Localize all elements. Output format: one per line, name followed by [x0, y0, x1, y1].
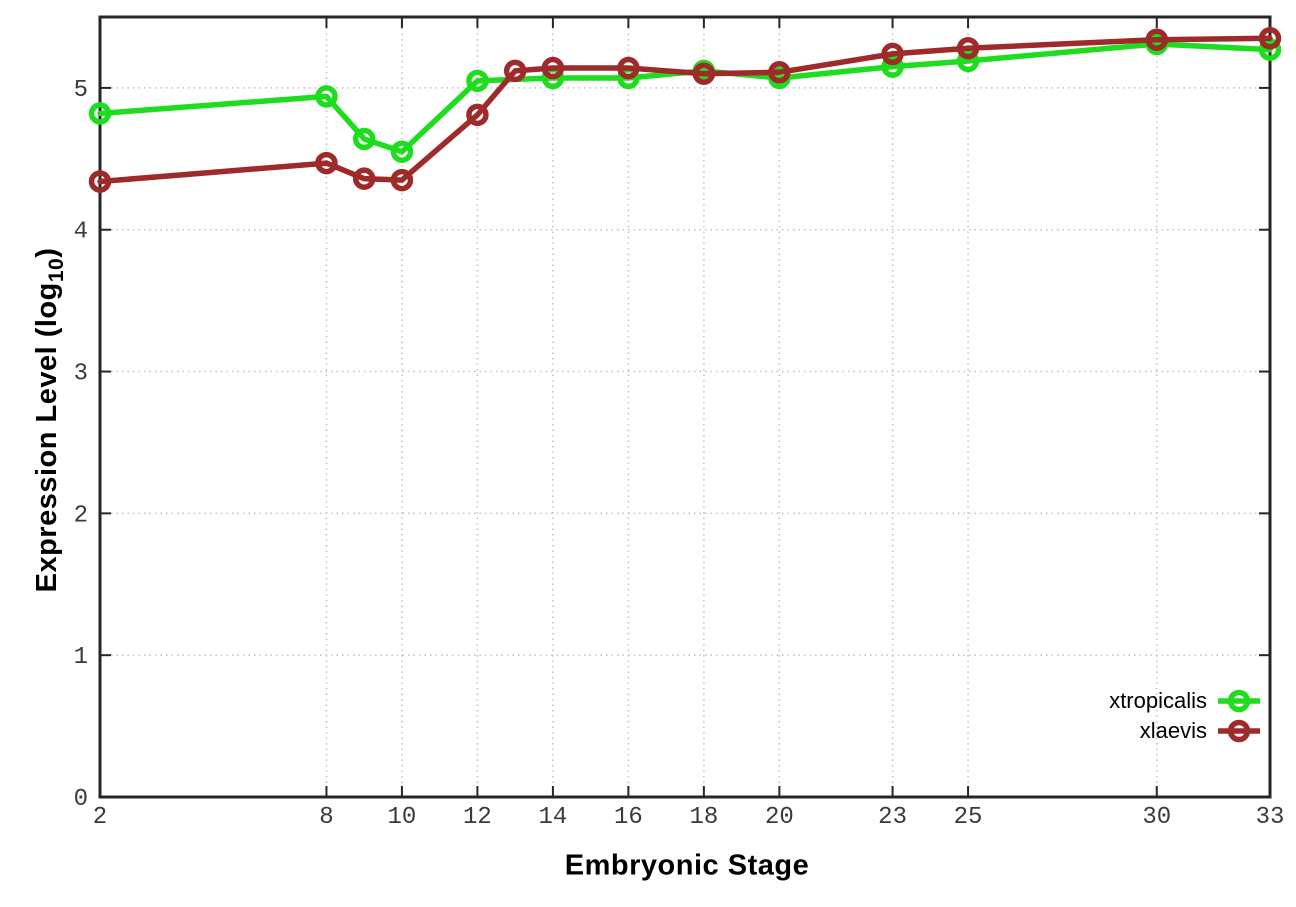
line-circle-marker-icon — [1218, 719, 1260, 743]
x-tick-label: 18 — [689, 804, 718, 831]
y-axis-label-text: Expression Level (log — [31, 282, 64, 593]
data-point-xlaevis — [1145, 28, 1169, 51]
plot-frame — [98, 15, 1272, 799]
x-tick-label: 23 — [878, 804, 907, 831]
x-axis-label: Embryonic Stage — [564, 849, 810, 882]
data-point-xlaevis — [881, 42, 904, 66]
data-point-xlaevis — [88, 170, 112, 193]
data-point-xtropicalis — [315, 85, 338, 108]
data-point-xlaevis — [352, 167, 376, 190]
legend-item-xtropicalis: xtropicalis — [1109, 686, 1262, 716]
y-tick-label: 0 — [74, 786, 88, 813]
y-tick-label: 5 — [74, 77, 88, 104]
x-tick-label: 2 — [93, 804, 107, 831]
data-point-xtropicalis — [390, 140, 414, 163]
data-point-xlaevis — [503, 59, 527, 83]
x-tick-label: 16 — [614, 804, 643, 831]
x-tick-label: 30 — [1142, 804, 1171, 831]
series-line-xlaevis — [97, 35, 1273, 185]
data-point-xtropicalis — [466, 69, 489, 93]
x-tick-label: 14 — [538, 804, 567, 831]
y-tick-label: 1 — [74, 644, 88, 671]
y-tick-label: 3 — [74, 361, 88, 388]
data-point-xlaevis — [692, 62, 716, 85]
x-tick-label: 8 — [319, 804, 333, 831]
y-axis-label-subscript: 10 — [44, 257, 68, 283]
y-tick-label: 2 — [74, 502, 88, 529]
legend-label-xtropicalis: xtropicalis — [1109, 688, 1207, 713]
x-tick-label: 33 — [1256, 804, 1285, 831]
data-point-xtropicalis — [881, 55, 904, 78]
line-circle-marker-icon — [1218, 689, 1260, 713]
y-axis-label: Expression Level (log10) — [31, 248, 69, 593]
legend: xtropicalis xlaevis — [1109, 686, 1262, 746]
data-point-xlaevis — [315, 151, 338, 175]
legend-label-xlaevis: xlaevis — [1139, 718, 1207, 743]
data-point-xlaevis — [466, 103, 489, 127]
y-tick-label: 4 — [74, 219, 88, 246]
data-point-xlaevis — [956, 36, 980, 60]
data-point-xtropicalis — [956, 49, 980, 73]
data-point-xtropicalis — [352, 127, 376, 151]
x-tick-label: 10 — [388, 804, 417, 831]
legend-item-xlaevis: xlaevis — [1109, 716, 1262, 746]
data-point-xlaevis — [541, 56, 565, 80]
y-axis-label-suffix: ) — [31, 247, 64, 258]
data-point-xtropicalis — [88, 102, 112, 125]
data-point-xlaevis — [617, 56, 640, 80]
series-line-xtropicalis — [97, 41, 1273, 155]
x-tick-label: 25 — [954, 804, 983, 831]
data-point-xlaevis — [1258, 27, 1282, 50]
x-tick-label: 12 — [463, 804, 492, 831]
data-point-xtropicalis — [1258, 38, 1282, 61]
data-point-xlaevis — [390, 168, 414, 192]
data-point-xlaevis — [768, 61, 791, 84]
x-tick-label: 20 — [765, 804, 794, 831]
